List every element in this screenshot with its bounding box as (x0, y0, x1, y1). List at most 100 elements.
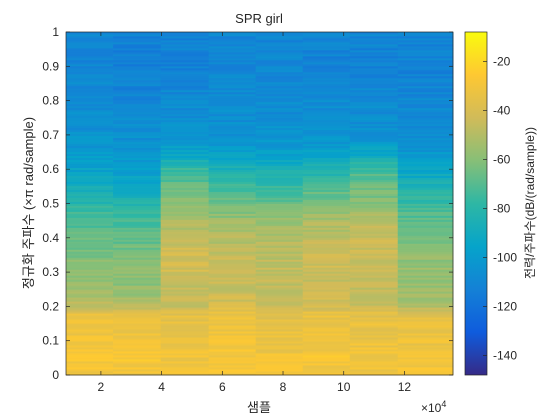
heatmap-cell (397, 269, 454, 272)
heatmap-cell (66, 225, 114, 228)
heatmap-cell (302, 141, 351, 145)
heatmap-cell (349, 159, 399, 163)
heatmap-cell (397, 361, 454, 364)
heatmap-cell (208, 237, 257, 240)
heatmap-cell (208, 37, 257, 41)
heatmap-cell (113, 333, 162, 336)
heatmap-cell (66, 249, 114, 252)
heatmap-cell (160, 241, 210, 244)
heatmap-cell (397, 129, 454, 133)
heatmap-cell (302, 189, 351, 192)
heatmap-cell (255, 69, 304, 73)
heatmap-cell (302, 223, 351, 226)
heatmap-cell (160, 61, 210, 65)
heatmap-cell (255, 235, 304, 238)
heatmap-cell (397, 91, 454, 95)
heatmap-cell (208, 149, 257, 153)
heatmap-cell (255, 181, 304, 184)
heatmap-cell (66, 67, 114, 71)
heatmap-cell (255, 217, 304, 220)
heatmap-cell (208, 51, 257, 55)
heatmap-cell (66, 299, 114, 302)
heatmap-cell (255, 79, 304, 83)
heatmap-cell (113, 257, 162, 260)
heatmap-cell (113, 227, 162, 230)
heatmap-cell (208, 369, 257, 372)
heatmap-cell (349, 33, 399, 37)
heatmap-cell (160, 273, 210, 276)
heatmap-cell (113, 251, 162, 254)
heatmap-cell (397, 265, 454, 268)
heatmap-cell (113, 223, 162, 226)
heatmap-cell (255, 175, 304, 178)
heatmap-cell (397, 173, 454, 176)
heatmap-cell (66, 371, 114, 374)
heatmap-cell (349, 199, 399, 202)
heatmap-cell (349, 175, 399, 178)
heatmap-cell (208, 55, 257, 59)
y-tick-label: 0.8 (42, 94, 59, 108)
x-tick-label: 2 (98, 380, 105, 394)
heatmap-cell (66, 139, 114, 143)
heatmap-cell (66, 193, 114, 196)
heatmap-cell (113, 111, 162, 115)
heatmap-cell (397, 245, 454, 248)
heatmap-cell (255, 117, 304, 121)
heatmap-cell (302, 363, 351, 366)
heatmap-cell (397, 73, 454, 77)
heatmap-cell (349, 323, 399, 326)
heatmap-cell (255, 49, 304, 53)
heatmap-cell (302, 65, 351, 69)
heatmap-cell (208, 155, 257, 159)
heatmap-cell (160, 127, 210, 131)
heatmap-cell (349, 39, 399, 43)
heatmap-cell (302, 237, 351, 240)
heatmap-cell (208, 373, 257, 376)
heatmap-cell (160, 81, 210, 85)
heatmap-cell (397, 285, 454, 288)
heatmap-cell (208, 341, 257, 344)
heatmap-cell (66, 127, 114, 131)
heatmap-cell (208, 121, 257, 125)
heatmap-cell (66, 89, 114, 93)
heatmap-cell (302, 59, 351, 63)
heatmap-cell (397, 355, 454, 358)
heatmap-cell (66, 199, 114, 202)
heatmap-cell (349, 219, 399, 222)
heatmap-cell (302, 365, 351, 368)
heatmap-cell (113, 263, 162, 266)
heatmap-cell (397, 273, 454, 276)
heatmap-cell (113, 229, 162, 232)
heatmap-cell (255, 301, 304, 304)
heatmap-cell (66, 207, 114, 210)
heatmap-cell (160, 307, 210, 310)
x-axis-label: 샘플 (247, 400, 271, 415)
heatmap-cell (208, 247, 257, 250)
heatmap-cell (302, 95, 351, 99)
heatmap-cell (397, 187, 454, 190)
heatmap-cell (208, 32, 257, 35)
heatmap-cell (255, 161, 304, 165)
heatmap-cell (160, 239, 210, 242)
heatmap-cell (113, 129, 162, 133)
heatmap-cell (255, 249, 304, 252)
heatmap-cell (302, 343, 351, 346)
heatmap-cell (160, 125, 210, 129)
heatmap-cell (255, 337, 304, 340)
heatmap-cell (397, 107, 454, 111)
heatmap-cell (302, 181, 351, 184)
heatmap-cell (255, 373, 304, 376)
heatmap-cell (302, 205, 351, 208)
heatmap-cell (255, 143, 304, 147)
heatmap-cell (302, 287, 351, 290)
heatmap-cell (255, 99, 304, 103)
heatmap-cell (208, 263, 257, 266)
heatmap-cell (302, 89, 351, 93)
heatmap-cell (349, 367, 399, 370)
heatmap-cell (349, 293, 399, 296)
heatmap-cell (160, 173, 210, 176)
heatmap-cell (208, 145, 257, 149)
heatmap-cell (397, 241, 454, 244)
heatmap-cell (208, 211, 257, 214)
heatmap-cell (302, 291, 351, 294)
